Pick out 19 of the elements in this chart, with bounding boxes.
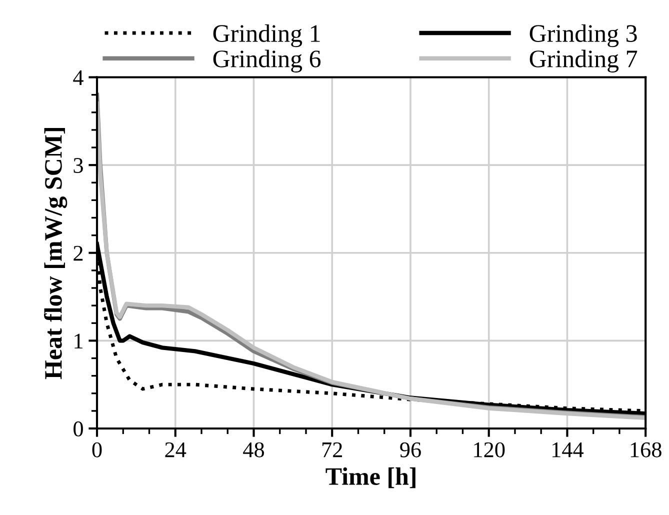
y-tick-label: 0	[74, 421, 83, 436]
y-tick-label: 4	[73, 70, 84, 85]
x-tick-label: 72	[322, 442, 342, 458]
x-tick-label: 48	[243, 442, 264, 458]
x-tick-label: 96	[400, 442, 421, 458]
x-tick-label: 168	[630, 442, 662, 458]
y-tick-label: 2	[74, 246, 83, 261]
legend-label: Grinding 1	[213, 24, 320, 48]
y-tick-label: 3	[74, 158, 83, 173]
y-axis-title: Heat flow [mW/g SCM]	[44, 128, 68, 380]
x-tick-label: 0	[92, 442, 102, 458]
legend-label: Grinding 3	[530, 24, 637, 48]
legend-label: Grinding 7	[530, 50, 638, 73]
y-tick-label: 1	[74, 334, 82, 348]
x-tick-label: 24	[165, 442, 186, 458]
legend-label: Grinding 6	[213, 50, 321, 73]
x-tick-label: 120	[474, 442, 505, 458]
x-tick-label: 144	[552, 442, 584, 458]
x-axis-title: Time [h]	[326, 467, 416, 488]
